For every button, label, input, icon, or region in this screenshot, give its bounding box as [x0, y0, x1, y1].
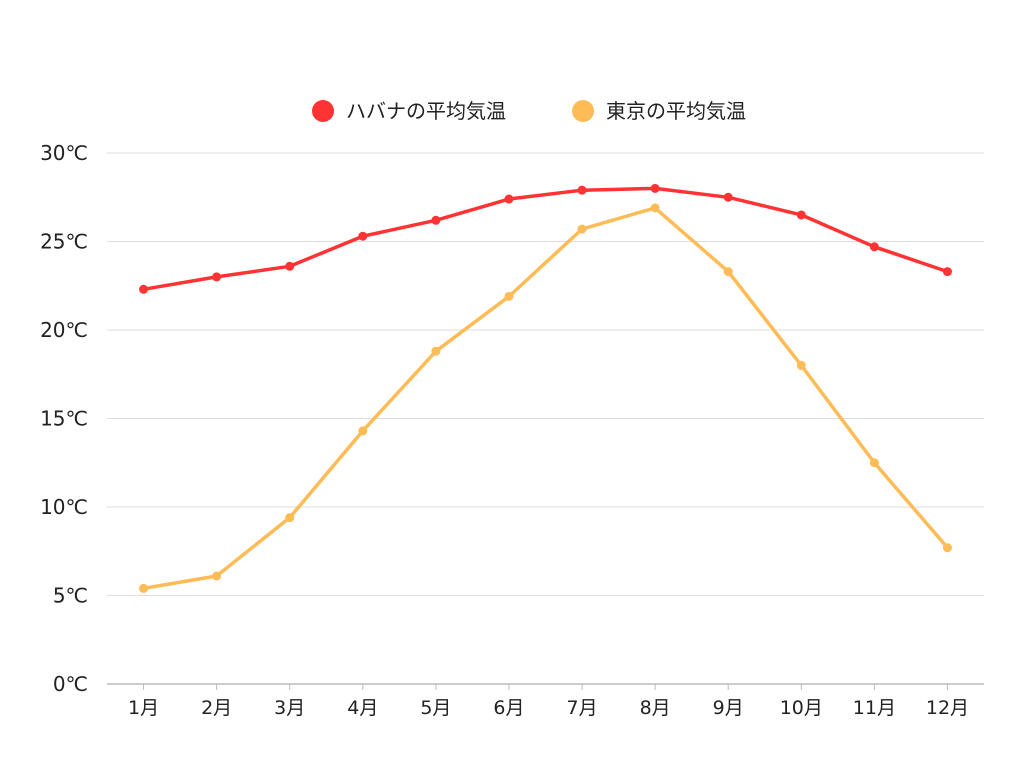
- legend-label[interactable]: 東京の平均気温: [606, 99, 746, 123]
- x-tick-label: 5月: [420, 697, 451, 719]
- data-point-series-1: [869, 458, 879, 468]
- data-point-series-1: [504, 291, 514, 301]
- data-point-series-1: [650, 203, 660, 213]
- x-axis-ticks: 1月 2月 3月 4月 5月 6月 7月 8月 9月 10月 11月 12月: [128, 684, 969, 719]
- data-point-series-1: [942, 543, 952, 553]
- legend: ハバナの平均気温 東京の平均気温: [312, 99, 746, 123]
- y-tick-label: 0℃: [53, 672, 88, 696]
- data-point-series-0: [504, 194, 514, 204]
- x-tick-label: 6月: [493, 697, 524, 719]
- data-point-series-0: [431, 215, 441, 225]
- y-tick-label: 10℃: [40, 495, 88, 519]
- x-tick-label: 11月: [853, 697, 896, 719]
- legend-label[interactable]: ハバナの平均気温: [346, 99, 506, 123]
- data-point-series-1: [285, 513, 295, 523]
- data-point-series-0: [942, 267, 952, 277]
- y-tick-label: 5℃: [53, 584, 88, 608]
- x-tick-label: 9月: [713, 697, 744, 719]
- data-point-series-1: [212, 571, 222, 581]
- x-tick-label: 8月: [640, 697, 671, 719]
- data-point-series-1: [139, 583, 149, 593]
- x-tick-label: 10月: [780, 697, 823, 719]
- gridlines: [107, 152, 984, 596]
- data-point-series-1: [577, 224, 587, 234]
- x-tick-label: 2月: [201, 697, 232, 719]
- data-point-series-1: [796, 360, 806, 370]
- data-point-series-1: [358, 426, 368, 436]
- x-tick-label: 4月: [347, 697, 378, 719]
- x-tick-label: 1月: [128, 697, 159, 719]
- data-point-series-0: [139, 284, 149, 294]
- x-tick-label: 7月: [566, 697, 597, 719]
- y-tick-label: 30℃: [40, 141, 88, 165]
- x-tick-label: 3月: [274, 697, 305, 719]
- data-point-series-1: [723, 267, 733, 277]
- legend-marker[interactable]: [572, 100, 594, 122]
- x-tick-label: 12月: [926, 697, 969, 719]
- y-tick-label: 20℃: [40, 318, 88, 342]
- data-point-series-0: [723, 192, 733, 202]
- y-axis-ticks: 0℃ 5℃ 10℃ 15℃ 20℃ 25℃ 30℃: [40, 141, 88, 696]
- data-point-series-0: [869, 242, 879, 252]
- data-point-series-0: [650, 183, 660, 193]
- y-tick-label: 15℃: [40, 407, 88, 431]
- legend-marker[interactable]: [312, 100, 334, 122]
- series-line-1: [141, 206, 950, 591]
- data-point-series-1: [431, 346, 441, 356]
- data-point-series-0: [796, 210, 806, 220]
- series-line-0: [141, 186, 950, 292]
- series-lines: [139, 183, 952, 593]
- data-point-series-0: [212, 272, 222, 282]
- data-point-series-0: [285, 261, 295, 271]
- data-point-series-0: [577, 185, 587, 195]
- data-point-series-0: [358, 231, 368, 241]
- y-tick-label: 25℃: [40, 230, 88, 254]
